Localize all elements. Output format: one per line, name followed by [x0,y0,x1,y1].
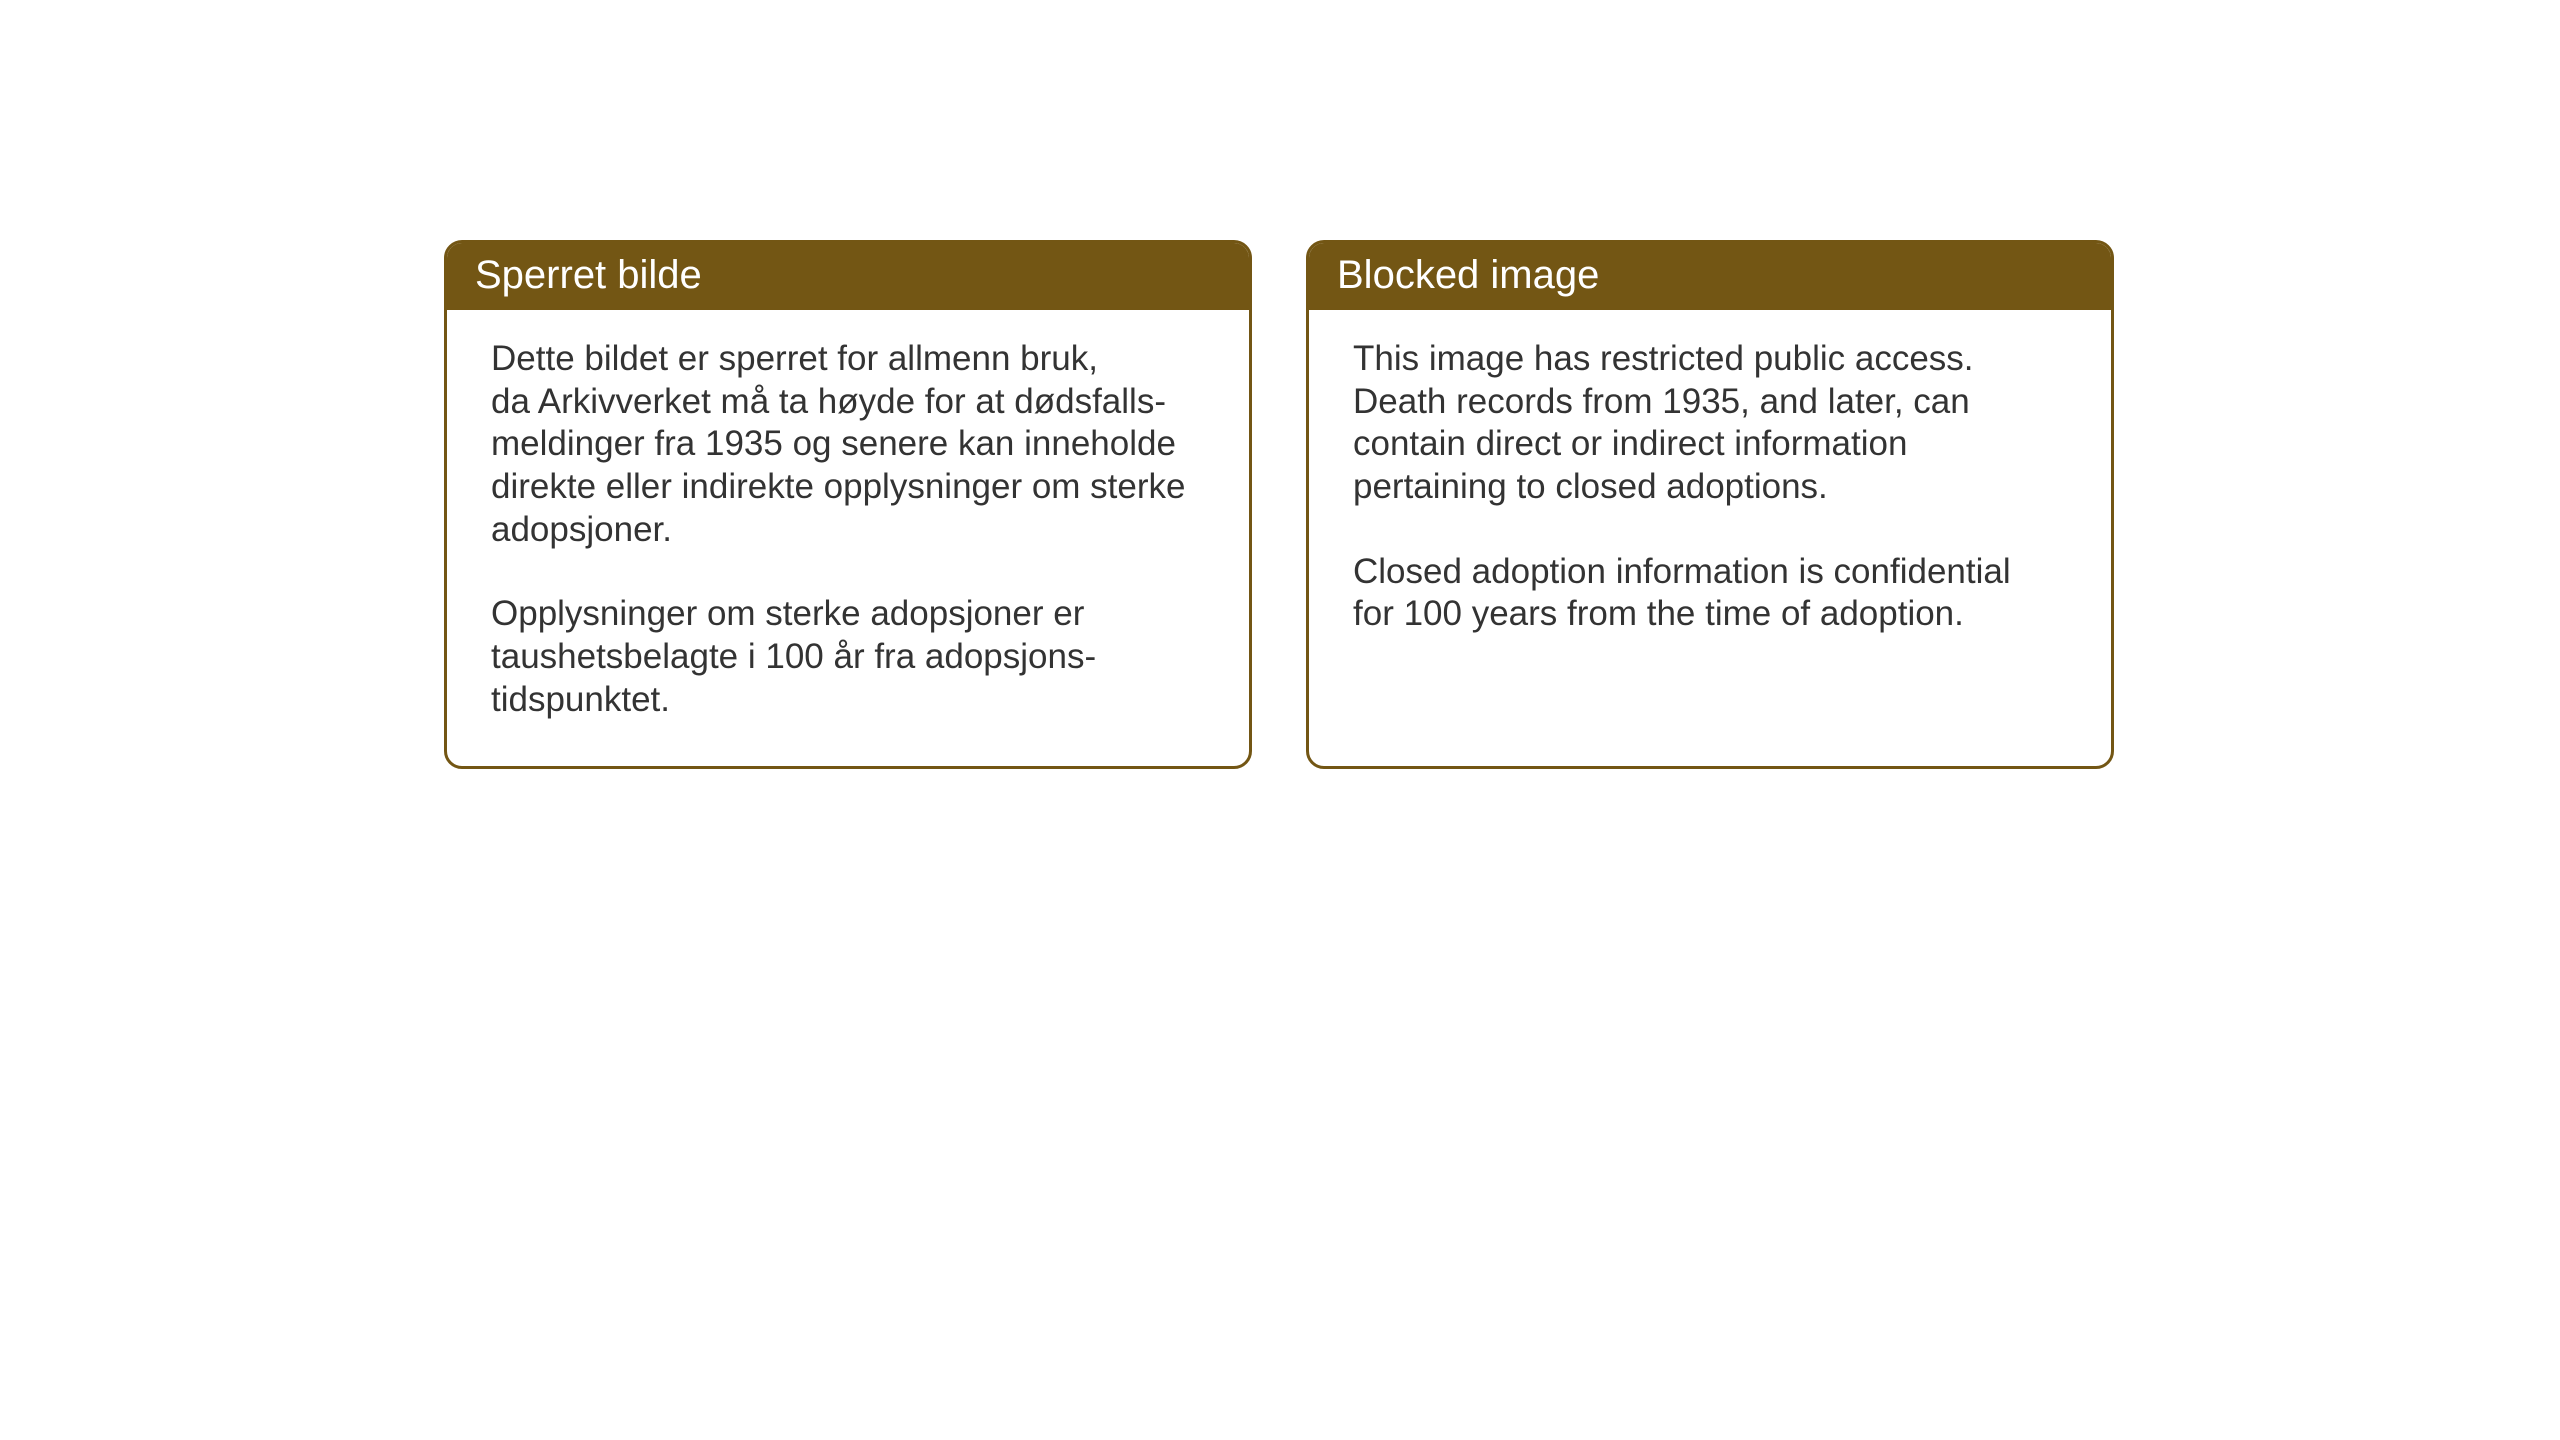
paragraph-spacer [491,551,1205,593]
card-text-line: taushetsbelagte i 100 år fra adopsjons- [491,636,1205,679]
card-text-line: direkte eller indirekte opplysninger om … [491,466,1205,509]
card-text-line: for 100 years from the time of adoption. [1353,593,2067,636]
card-body-english: This image has restricted public access.… [1309,310,2111,680]
card-text-line: This image has restricted public access. [1353,338,2067,381]
card-header-norwegian: Sperret bilde [447,243,1249,310]
card-text-line: contain direct or indirect information [1353,423,2067,466]
card-text-line: Dette bildet er sperret for allmenn bruk… [491,338,1205,381]
card-text-line: tidspunktet. [491,679,1205,722]
card-title: Blocked image [1337,253,1599,297]
card-text-line: adopsjoner. [491,509,1205,552]
card-text-line: Death records from 1935, and later, can [1353,381,2067,424]
card-text-line: da Arkivverket må ta høyde for at dødsfa… [491,381,1205,424]
blocked-image-card-english: Blocked image This image has restricted … [1306,240,2114,769]
card-text-line: meldinger fra 1935 og senere kan innehol… [491,423,1205,466]
cards-container: Sperret bilde Dette bildet er sperret fo… [0,0,2560,769]
card-text-line: Closed adoption information is confident… [1353,551,2067,594]
card-body-norwegian: Dette bildet er sperret for allmenn bruk… [447,310,1249,766]
card-text-line: pertaining to closed adoptions. [1353,466,2067,509]
card-title: Sperret bilde [475,253,702,297]
paragraph-spacer [1353,509,2067,551]
blocked-image-card-norwegian: Sperret bilde Dette bildet er sperret fo… [444,240,1252,769]
card-header-english: Blocked image [1309,243,2111,310]
card-text-line: Opplysninger om sterke adopsjoner er [491,593,1205,636]
